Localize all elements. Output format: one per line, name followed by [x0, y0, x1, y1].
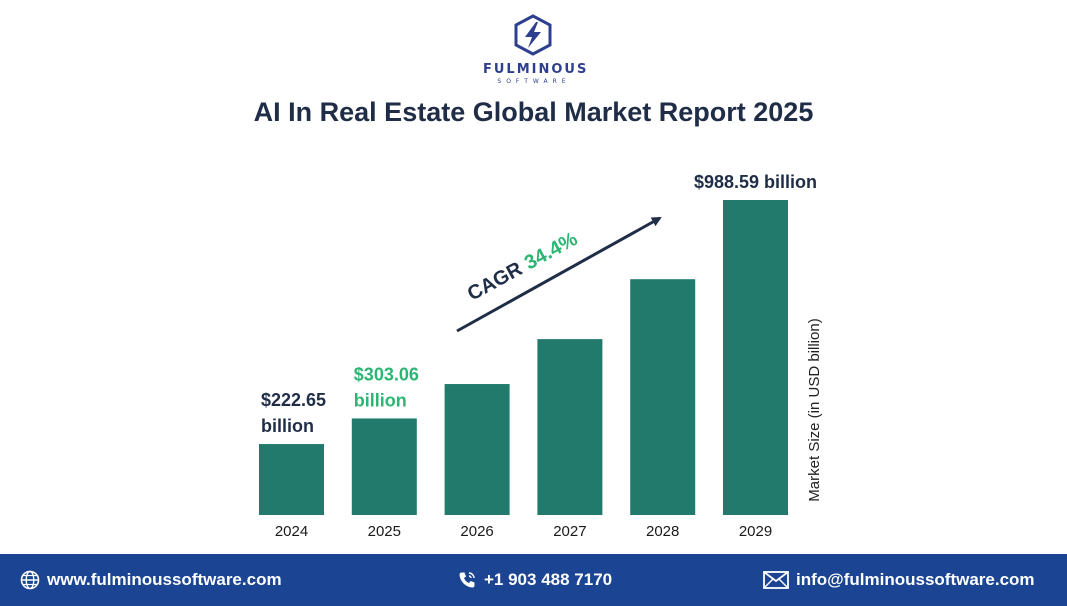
- bar-chart: 2024 2025 2026 2027 2028 2029 $222.65 billion$…: [259, 172, 823, 540]
- bar-2025: [351, 418, 417, 515]
- email-address[interactable]: info@fulminoussoftware.com: [796, 570, 1035, 589]
- page-title: AI In Real Estate Global Market Report 2…: [253, 97, 814, 127]
- website-link[interactable]: www.fulminoussoftware.com: [47, 570, 282, 589]
- bar-2026: [444, 384, 510, 515]
- y-axis-label: Market Size (in USD billion): [806, 318, 823, 501]
- bar-2024: [259, 444, 324, 515]
- x-tick-2024: 2024: [275, 523, 308, 540]
- x-tick-2027: 2027: [553, 523, 586, 540]
- footer-email[interactable]: info@fulminoussoftware.com: [763, 554, 1035, 606]
- cagr-arrow: [456, 216, 662, 333]
- footer-bar: www.fulminoussoftware.com +1 903 488 717…: [0, 554, 1067, 606]
- mail-icon: [763, 571, 789, 589]
- globe-icon: [20, 570, 40, 590]
- footer-website[interactable]: www.fulminoussoftware.com: [20, 554, 282, 606]
- x-tick-group: 2024 2025 2026 2027 2028 2029: [275, 523, 772, 540]
- brand-name: FULMINOUS: [483, 62, 589, 77]
- bar-2029: [723, 200, 788, 515]
- phone-icon: [459, 572, 475, 588]
- data-label-2025: $303.06 billion: [354, 364, 419, 410]
- data-label-group: $222.65 billion $303.06 billion $988.59 bill…: [261, 172, 817, 436]
- data-label-2029: $988.59 billion: [694, 172, 817, 192]
- x-tick-2026: 2026: [460, 523, 493, 540]
- x-tick-2025: 2025: [368, 523, 401, 540]
- bar-group: [259, 200, 788, 515]
- footer-phone[interactable]: +1 903 488 7170: [457, 554, 612, 606]
- bar-2027: [537, 339, 603, 515]
- data-label-2024: $222.65 billion: [261, 390, 326, 436]
- brand-tagline: SOFTWARE: [497, 78, 571, 85]
- x-tick-2029: 2029: [739, 523, 772, 540]
- brand-logo: FULMINOUS SOFTWARE: [483, 14, 589, 86]
- phone-number[interactable]: +1 903 488 7170: [484, 570, 613, 589]
- fulminous-logo-icon: [514, 14, 552, 56]
- bar-2028: [630, 279, 696, 515]
- x-tick-2028: 2028: [646, 523, 679, 540]
